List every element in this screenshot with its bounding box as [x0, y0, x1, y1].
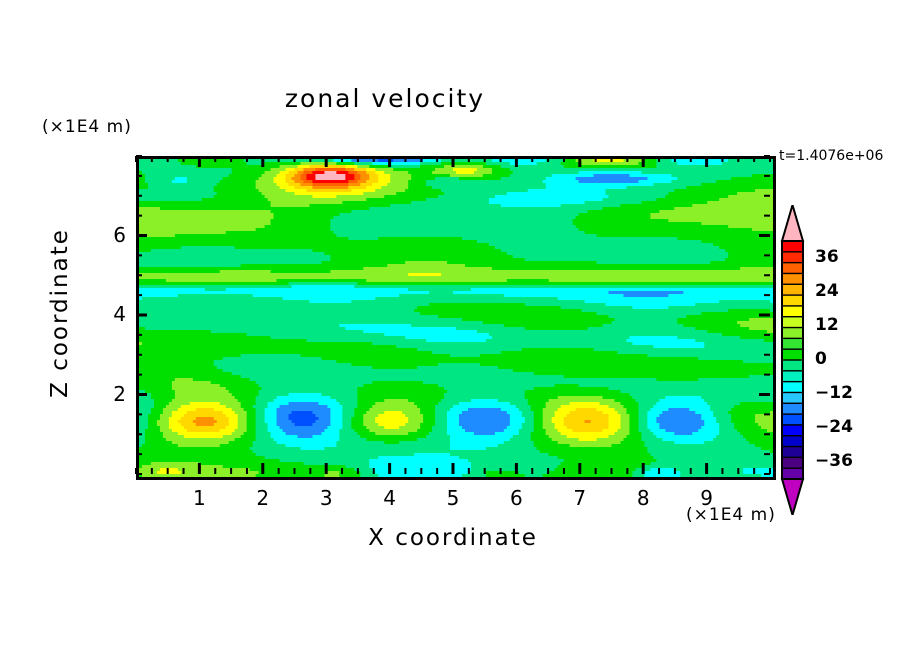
x-tick-label: 6: [496, 486, 536, 510]
colorbar-tick-label: 0: [815, 349, 827, 369]
x-axis-unit-label: (×1E4 m): [686, 505, 776, 525]
x-tick-label: 9: [687, 486, 727, 510]
time-annotation: t=1.4076e+06: [779, 148, 883, 164]
page-title: zonal velocity: [0, 84, 770, 113]
colorbar-tick-label: −24: [815, 417, 853, 437]
y-axis-unit-label: (×1E4 m): [42, 117, 132, 137]
colorbar-tick-label: 36: [815, 247, 839, 267]
y-tick-label: 4: [86, 302, 126, 326]
x-tick-label: 5: [433, 486, 473, 510]
x-tick-label: 4: [370, 486, 410, 510]
x-tick-label: 8: [623, 486, 663, 510]
colorbar-tick-label: 12: [815, 315, 839, 335]
colorbar-tick-label: −12: [815, 383, 853, 403]
x-tick-label: 1: [179, 486, 219, 510]
x-axis-title: X coordinate: [136, 525, 770, 551]
contour-field: [139, 159, 773, 477]
plot-area[interactable]: [136, 156, 776, 480]
y-tick-label: 2: [86, 382, 126, 406]
colorbar[interactable]: [778, 201, 808, 519]
x-tick-label: 3: [306, 486, 346, 510]
colorbar-tick-label: −36: [815, 451, 853, 471]
colorbar-tick-label: 24: [815, 281, 839, 301]
x-tick-label: 7: [560, 486, 600, 510]
y-axis-title: Z coordinate: [47, 213, 73, 413]
x-tick-label: 2: [243, 486, 283, 510]
y-tick-label: 6: [86, 223, 126, 247]
colorbar-gradient: [780, 201, 805, 519]
